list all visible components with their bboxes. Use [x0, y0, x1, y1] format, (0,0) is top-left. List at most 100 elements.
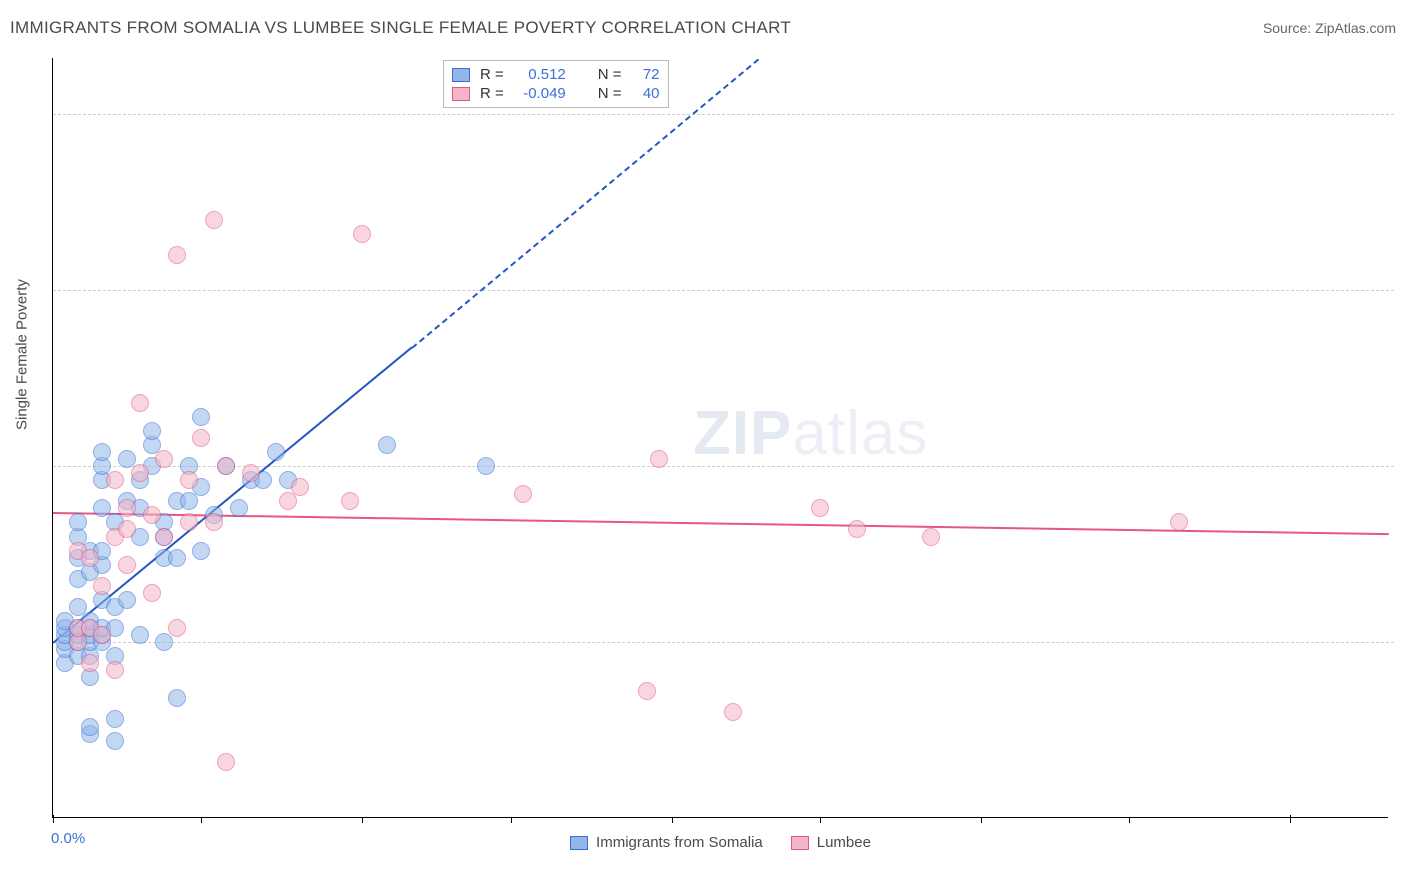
- legend-label: Lumbee: [817, 834, 871, 851]
- y-tick-label: 75.0%: [1398, 282, 1406, 299]
- scatter-point: [93, 443, 111, 461]
- plot-area: ZIPatlas 25.0%50.0%75.0%100.0%0.0%100.0%…: [52, 58, 1388, 818]
- scatter-point: [155, 633, 173, 651]
- source-label: Source:: [1263, 20, 1311, 36]
- scatter-point: [180, 513, 198, 531]
- y-tick-label: 25.0%: [1398, 634, 1406, 651]
- scatter-point: [230, 499, 248, 517]
- stat-n-label: N =: [598, 66, 622, 83]
- header: IMMIGRANTS FROM SOMALIA VS LUMBEE SINGLE…: [10, 18, 1396, 38]
- scatter-point: [242, 464, 260, 482]
- scatter-point: [168, 689, 186, 707]
- y-tick-label: 100.0%: [1398, 106, 1406, 123]
- trendline: [53, 512, 1389, 535]
- scatter-point: [638, 682, 656, 700]
- legend-stats-row: R =0.512N =72: [452, 65, 660, 84]
- scatter-point: [106, 732, 124, 750]
- scatter-point: [143, 506, 161, 524]
- scatter-point: [724, 703, 742, 721]
- scatter-point: [192, 429, 210, 447]
- scatter-point: [155, 450, 173, 468]
- scatter-point: [279, 492, 297, 510]
- scatter-point: [155, 528, 173, 546]
- y-tick-label: 50.0%: [1398, 458, 1406, 475]
- x-tick-minor: [362, 817, 363, 823]
- scatter-point: [1170, 513, 1188, 531]
- legend-swatch: [570, 836, 588, 850]
- scatter-point: [217, 753, 235, 771]
- scatter-point: [106, 710, 124, 728]
- scatter-point: [131, 394, 149, 412]
- scatter-point: [180, 492, 198, 510]
- gridline-horizontal: [53, 114, 1394, 115]
- scatter-point: [81, 718, 99, 736]
- stat-n-value: 72: [632, 66, 660, 83]
- stat-r-label: R =: [480, 85, 504, 102]
- stat-r-value: -0.049: [514, 85, 566, 102]
- source-attribution: Source: ZipAtlas.com: [1263, 20, 1396, 36]
- x-tick-minor: [672, 817, 673, 823]
- legend-item: Lumbee: [791, 834, 871, 851]
- scatter-point: [848, 520, 866, 538]
- stat-n-value: 40: [632, 85, 660, 102]
- scatter-point: [811, 499, 829, 517]
- watermark-atlas: atlas: [792, 399, 928, 468]
- legend-swatch: [791, 836, 809, 850]
- x-tick-major: [1290, 815, 1291, 823]
- scatter-point: [81, 654, 99, 672]
- scatter-point: [93, 577, 111, 595]
- scatter-point: [118, 520, 136, 538]
- scatter-point: [118, 591, 136, 609]
- x-tick-minor: [201, 817, 202, 823]
- scatter-point: [378, 436, 396, 454]
- x-tick-minor: [511, 817, 512, 823]
- scatter-point: [143, 584, 161, 602]
- y-axis-label: Single Female Poverty: [14, 279, 31, 430]
- scatter-point: [477, 457, 495, 475]
- stat-r-value: 0.512: [514, 66, 566, 83]
- scatter-point: [106, 661, 124, 679]
- legend-label: Immigrants from Somalia: [596, 834, 763, 851]
- stat-n-label: N =: [598, 85, 622, 102]
- legend-bottom: Immigrants from Somalia Lumbee: [53, 834, 1388, 851]
- scatter-point: [192, 542, 210, 560]
- scatter-point: [118, 499, 136, 517]
- scatter-point: [922, 528, 940, 546]
- scatter-point: [69, 513, 87, 531]
- x-tick-minor: [981, 817, 982, 823]
- gridline-horizontal: [53, 290, 1394, 291]
- chart-title: IMMIGRANTS FROM SOMALIA VS LUMBEE SINGLE…: [10, 18, 791, 38]
- scatter-point: [205, 211, 223, 229]
- scatter-point: [650, 450, 668, 468]
- scatter-point: [205, 513, 223, 531]
- scatter-point: [93, 626, 111, 644]
- scatter-point: [217, 457, 235, 475]
- scatter-point: [131, 626, 149, 644]
- scatter-point: [168, 549, 186, 567]
- scatter-point: [81, 549, 99, 567]
- x-tick-label: 100.0%: [1398, 830, 1406, 847]
- source-value: ZipAtlas.com: [1315, 20, 1396, 36]
- x-tick-major: [53, 815, 54, 823]
- legend-stats-row: R = -0.049 N = 40: [452, 84, 660, 103]
- x-tick-minor: [820, 817, 821, 823]
- scatter-point: [341, 492, 359, 510]
- scatter-point: [180, 471, 198, 489]
- watermark: ZIPatlas: [693, 398, 928, 469]
- scatter-point: [267, 443, 285, 461]
- scatter-point: [168, 619, 186, 637]
- gridline-horizontal: [53, 642, 1394, 643]
- x-tick-minor: [1129, 817, 1130, 823]
- scatter-point: [168, 246, 186, 264]
- scatter-point: [353, 225, 371, 243]
- scatter-point: [143, 422, 161, 440]
- legend-swatch: [452, 68, 470, 82]
- chart-container: IMMIGRANTS FROM SOMALIA VS LUMBEE SINGLE…: [0, 0, 1406, 892]
- watermark-zip: ZIP: [693, 399, 792, 468]
- scatter-point: [131, 464, 149, 482]
- legend-swatch: [452, 87, 470, 101]
- legend-stats-box: R = 0.512 N = 72R = -0.049 N = 40: [443, 60, 669, 108]
- scatter-point: [192, 408, 210, 426]
- legend-item: Immigrants from Somalia: [570, 834, 763, 851]
- scatter-point: [118, 556, 136, 574]
